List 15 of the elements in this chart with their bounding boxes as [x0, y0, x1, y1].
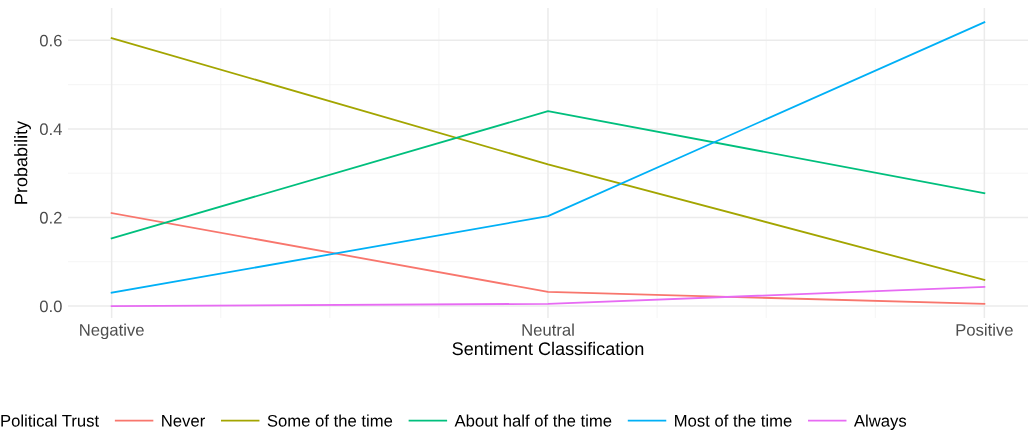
- y-axis-title: Probability: [14, 120, 31, 204]
- legend-title: Political Trust: [1, 414, 99, 427]
- legend-label: Most of the time: [675, 414, 792, 427]
- legend-label: Never: [162, 415, 205, 427]
- x-tick-label: Neutral: [522, 323, 574, 336]
- x-tick-label: Negative: [80, 323, 144, 340]
- y-tick-label: 0.4: [39, 123, 62, 136]
- x-tick-label: Positive: [956, 323, 1013, 336]
- y-tick-label: 0.6: [39, 34, 62, 47]
- y-tick-label: 0.2: [39, 211, 62, 224]
- legend-label: About half of the time: [454, 414, 612, 427]
- x-axis-title: Sentiment Classification: [452, 341, 644, 356]
- legend-label: Some of the time: [267, 414, 393, 427]
- legend-label: Always: [853, 414, 907, 430]
- y-tick-label: 0.0: [39, 300, 62, 313]
